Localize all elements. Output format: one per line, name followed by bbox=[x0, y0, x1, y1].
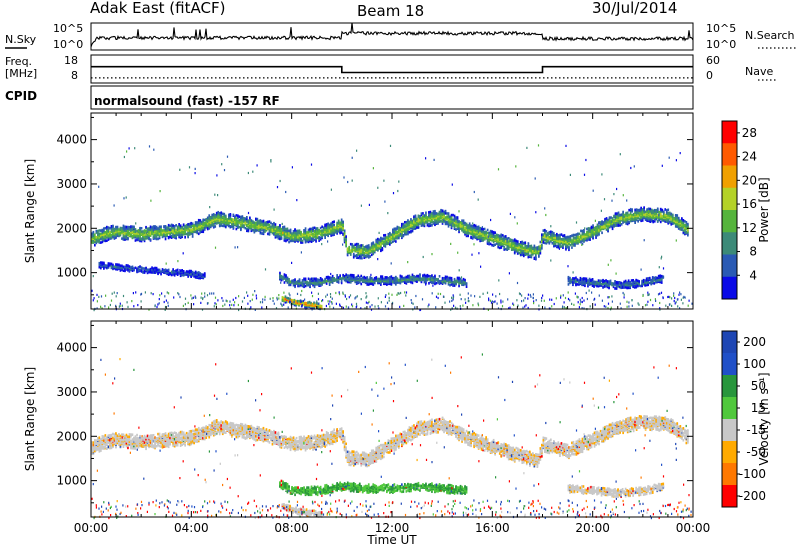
cpid-frame bbox=[90, 85, 694, 110]
colorbar-label-2: 50 bbox=[751, 379, 766, 393]
nsky-series bbox=[90, 22, 694, 48]
colorbar-title: Velocity [m s⁻¹] bbox=[757, 372, 771, 465]
power-panel: 1000 2000 3000 4000 Slant Range [km] bbox=[23, 112, 694, 312]
date-title: 30/Jul/2014 bbox=[592, 0, 678, 17]
colorbar-swatch-1 bbox=[722, 143, 737, 166]
xtick-label-2: 08:00 bbox=[274, 521, 309, 535]
noise-frame bbox=[90, 22, 694, 51]
nave-tick-top: 60 bbox=[706, 54, 720, 67]
nsearch-tick-top: 10^5 bbox=[706, 22, 737, 35]
colorbar-label-7: -200 bbox=[739, 489, 766, 503]
colorbar-swatch-7 bbox=[722, 485, 737, 508]
velocity-colorbar: 200 100 50 15 -15 -50 -100 -200 Velocity [m s⁻¹] bbox=[721, 330, 771, 508]
power-colorbar: 4 8 12 16 20 24 28 Power [dB] bbox=[721, 120, 771, 300]
ytick-label-4000: 4000 bbox=[56, 133, 87, 147]
xtick-label-6: 00:00 bbox=[676, 521, 711, 535]
colorbar-label-4: 20 bbox=[742, 173, 757, 187]
cpid-label: CPID bbox=[5, 89, 38, 103]
freq-tick-bottom: 8 bbox=[71, 69, 78, 82]
xtick-label-5: 20:00 bbox=[575, 521, 610, 535]
freq-frame bbox=[90, 54, 694, 84]
xtick-label-0: 00:00 bbox=[74, 521, 109, 535]
colorbar-swatch-0 bbox=[722, 121, 737, 144]
cpid-text: normalsound (fast) -157 RF bbox=[94, 94, 280, 108]
velocity-panel: 1000 2000 3000 4000 Slant Range [km] 00:00 04:… bbox=[23, 320, 711, 547]
nsky-label: N.Sky bbox=[5, 33, 37, 46]
ytick-label-1000: 1000 bbox=[56, 474, 87, 488]
station-title: Adak East (fitACF) bbox=[90, 0, 226, 17]
colorbar-label-6: -100 bbox=[739, 467, 766, 481]
ytick-label-4000: 4000 bbox=[56, 341, 87, 355]
y-axis-label: Slant Range [km] bbox=[23, 159, 37, 263]
ytick-label-2000: 2000 bbox=[56, 429, 87, 443]
colorbar-frame bbox=[721, 330, 738, 508]
colorbar-label-0: 200 bbox=[743, 335, 766, 349]
frequency-panel bbox=[90, 54, 778, 110]
nsearch-tick-bottom: 10^0 bbox=[706, 38, 737, 51]
colorbar-swatch-0 bbox=[722, 331, 737, 354]
colorbar-swatch-2 bbox=[722, 375, 737, 398]
nave-label: Nave bbox=[745, 65, 774, 78]
noise-panel bbox=[5, 22, 796, 51]
nsky-tick-bottom: 10^0 bbox=[53, 38, 84, 51]
colorbar-title: Power [dB] bbox=[757, 177, 771, 242]
colorbar-swatch-3 bbox=[722, 397, 737, 420]
y-axis-label: Slant Range [km] bbox=[23, 367, 37, 471]
x-axis-label: Time UT bbox=[366, 533, 417, 547]
nsearch-label: N.Search bbox=[745, 29, 795, 42]
colorbar-swatch-4 bbox=[722, 419, 737, 442]
scatter-cells bbox=[91, 144, 693, 312]
colorbar-label-1: 100 bbox=[743, 357, 766, 371]
colorbar-swatch-4 bbox=[722, 210, 737, 233]
xtick-label-4: 16:00 bbox=[475, 521, 510, 535]
xtick-label-3: 12:00 bbox=[375, 521, 410, 535]
colorbar-swatch-6 bbox=[722, 463, 737, 486]
colorbar-label-5: 24 bbox=[742, 150, 757, 164]
nsky-tick-top: 10^5 bbox=[53, 22, 84, 35]
freq-label: Freq. bbox=[5, 55, 33, 68]
colorbar-label-1: 8 bbox=[749, 245, 757, 259]
colorbar-label-3: 15 bbox=[751, 401, 766, 415]
colorbar-swatch-6 bbox=[722, 254, 737, 278]
ytick-label-3000: 3000 bbox=[56, 177, 87, 191]
colorbar-swatch-3 bbox=[722, 187, 737, 211]
xtick-label-1: 04:00 bbox=[174, 521, 209, 535]
colorbar-label-0: 4 bbox=[749, 268, 757, 282]
colorbar-label-4: -15 bbox=[746, 423, 766, 437]
freq-tick-top: 18 bbox=[64, 54, 78, 67]
colorbar-label-2: 12 bbox=[742, 221, 757, 235]
colorbar-label-6: 28 bbox=[742, 126, 757, 140]
scatter-cells bbox=[91, 353, 692, 520]
colorbar-swatch-2 bbox=[722, 165, 737, 189]
colorbar-swatch-1 bbox=[722, 353, 737, 376]
nave-tick-bottom: 0 bbox=[706, 69, 713, 82]
colorbar-swatch-7 bbox=[722, 276, 737, 300]
colorbar-swatch-5 bbox=[722, 441, 737, 464]
colorbar-label-5: -50 bbox=[746, 445, 766, 459]
beam-title: Beam 18 bbox=[357, 2, 425, 20]
colorbar-label-3: 16 bbox=[742, 197, 757, 211]
ytick-label-1000: 1000 bbox=[56, 266, 87, 280]
colorbar-swatch-5 bbox=[722, 232, 737, 255]
ytick-label-3000: 3000 bbox=[56, 385, 87, 399]
ytick-label-2000: 2000 bbox=[56, 221, 87, 235]
freq-unit: [MHz] bbox=[5, 67, 38, 80]
freq-series bbox=[91, 65, 693, 74]
colorbar-frame bbox=[721, 120, 738, 300]
